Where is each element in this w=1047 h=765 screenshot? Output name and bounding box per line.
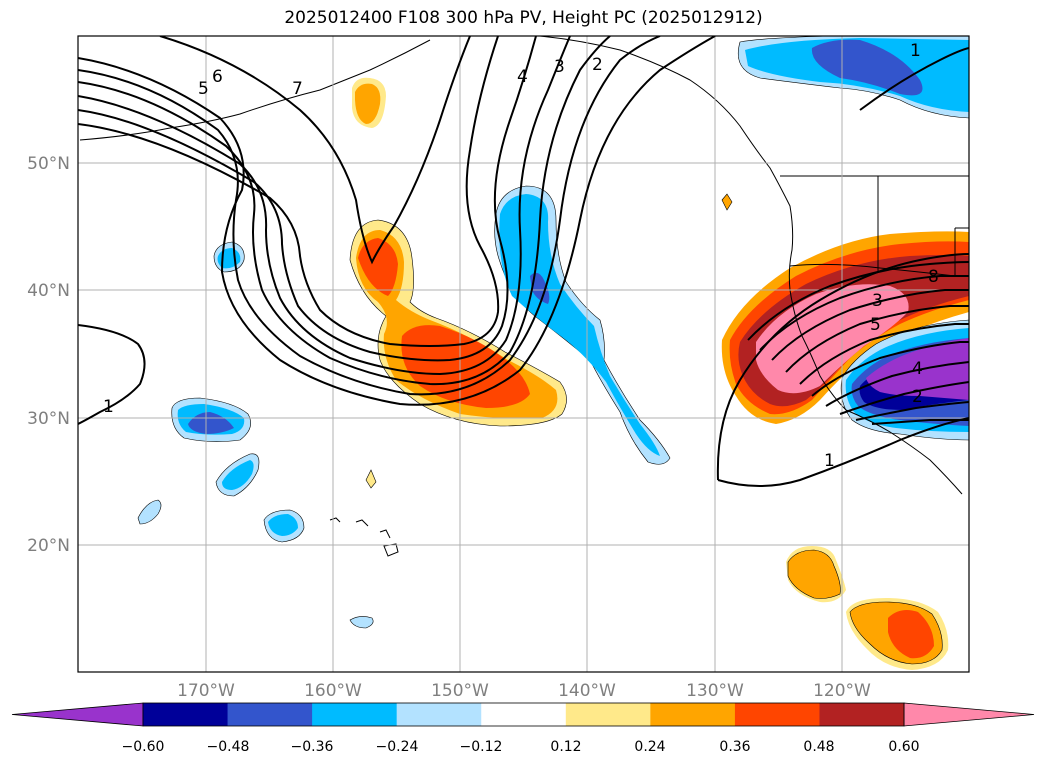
colorbar: −0.60 −0.48 −0.36 −0.24 −0.12 0.12 0.24 … [11,702,1035,755]
latitude-labels: 50°N 40°N 30°N 20°N [27,154,70,556]
lon-label: 120°W [813,681,871,701]
lat-label: 40°N [27,281,70,301]
colorbar-segment [481,703,567,726]
lon-label: 140°W [558,681,616,701]
contour-label: 7 [292,79,303,99]
contour-label: 2 [912,387,923,407]
contour-label: 3 [554,57,565,77]
lon-label: 150°W [431,681,489,701]
contour-label: 1 [910,41,921,61]
colorbar-segment [312,703,398,726]
contour-label: 4 [912,359,923,379]
colorbar-frame [142,702,905,727]
colorbar-segment [227,703,313,726]
contour-labels: 1 5 6 7 4 3 2 1 8 3 5 4 2 1 [103,41,939,471]
colorbar-tick-label: −0.12 [460,739,503,755]
plot-area [78,36,969,672]
contour-label: 4 [517,67,528,87]
contour-label: 2 [592,55,603,75]
contour-label: 1 [824,451,835,471]
contour-label: 3 [872,291,883,311]
lat-label: 50°N [27,154,70,174]
colorbar-tick-label: 0.48 [803,739,834,755]
longitude-labels: 170°W 160°W 150°W 140°W 130°W 120°W [177,681,871,701]
lon-label: 160°W [304,681,362,701]
lon-label: 170°W [177,681,235,701]
contour-label: 6 [212,67,223,87]
contour-label: 5 [870,315,881,335]
colorbar-tick-label: −0.60 [122,739,165,755]
contour-label: 5 [198,79,209,99]
plot-frame [77,35,970,673]
colorbar-tick-label: −0.24 [376,739,419,755]
colorbar-tick-label: 0.24 [634,739,665,755]
map-title: 2025012400 F108 300 hPa PV, Height PC (2… [284,8,763,28]
colorbar-segments [11,702,1035,727]
colorbar-segment [396,703,482,726]
colorbar-tick-label: 0.12 [550,739,581,755]
colorbar-segment [650,703,736,726]
colorbar-tick-label: −0.48 [207,739,250,755]
colorbar-segment [565,703,651,726]
lat-label: 20°N [27,536,70,556]
lon-label: 130°W [686,681,744,701]
colorbar-extend-high [903,702,1035,727]
contour-label: 8 [928,267,939,287]
colorbar-ticks: −0.60 −0.48 −0.36 −0.24 −0.12 0.12 0.24 … [122,739,920,755]
colorbar-segment [819,703,905,726]
colorbar-extend-low [11,702,144,727]
colorbar-segment [734,703,820,726]
colorbar-tick-label: 0.36 [719,739,750,755]
contour-label: 1 [103,397,114,417]
lat-label: 30°N [27,409,70,429]
colorbar-tick-label: −0.36 [291,739,334,755]
colorbar-segment [143,703,229,726]
colorbar-tick-label: 0.60 [888,739,919,755]
height-pc-contours [78,36,969,487]
